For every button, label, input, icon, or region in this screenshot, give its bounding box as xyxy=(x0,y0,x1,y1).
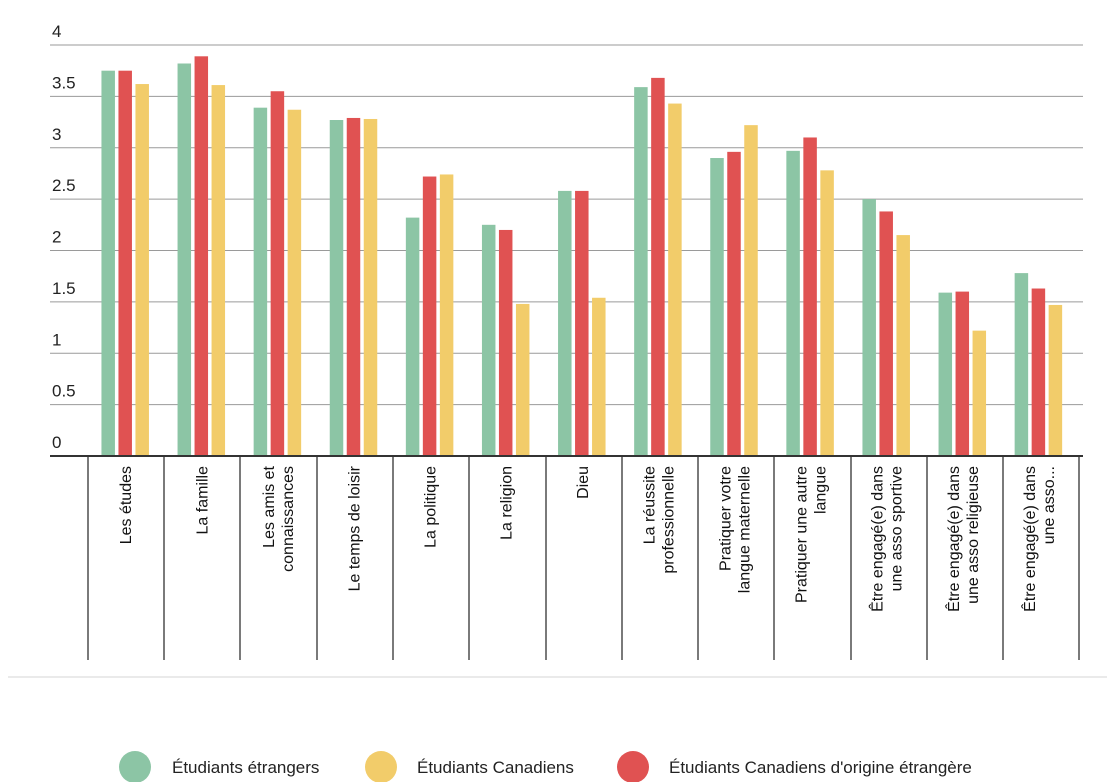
bar xyxy=(938,292,953,456)
bar xyxy=(820,170,834,457)
x-tick-label: La politique xyxy=(423,466,440,548)
bar xyxy=(710,158,724,456)
y-tick-label: 1 xyxy=(52,330,61,349)
x-tick-label: Le temps de loisir xyxy=(347,465,364,591)
x-tick-label: Être engagé(e) dans xyxy=(944,466,963,612)
y-tick-label: 3.5 xyxy=(52,73,76,92)
bar xyxy=(211,85,226,456)
bar xyxy=(879,211,893,456)
bar xyxy=(405,217,420,456)
y-tick-label: 1.5 xyxy=(52,279,76,298)
x-tick-label: une asso sportive xyxy=(889,466,906,592)
bar xyxy=(118,70,132,456)
bar xyxy=(744,125,758,457)
x-axis xyxy=(8,455,1107,678)
y-tick-label: 2.5 xyxy=(52,176,76,195)
bar xyxy=(786,150,800,456)
legend-swatch xyxy=(617,751,649,782)
x-tick-label: Être engagé(e) dans xyxy=(868,466,887,612)
bar xyxy=(1014,273,1029,456)
bar xyxy=(135,84,149,457)
bar xyxy=(558,190,572,456)
legend-swatch xyxy=(365,751,397,782)
bar xyxy=(439,174,454,456)
legend-entry: Étudiants Canadiens d'origine étrangère xyxy=(669,758,972,777)
bar xyxy=(1031,288,1046,456)
x-tick-label: Dieu xyxy=(575,466,592,499)
bar xyxy=(668,103,682,456)
bar xyxy=(972,330,987,456)
bar xyxy=(515,303,530,456)
x-tick-label: une asso religieuse xyxy=(965,466,982,604)
bar xyxy=(651,77,665,456)
y-tick-label: 4 xyxy=(52,22,61,41)
bars xyxy=(101,56,1063,457)
x-tick-label: une asso... xyxy=(1041,466,1058,544)
bar xyxy=(270,91,285,457)
bar xyxy=(1048,304,1063,456)
x-tick-label: connaissances xyxy=(280,466,297,572)
legend: Étudiants étrangers Étudiants Canadiens Ét… xyxy=(119,751,972,782)
bar xyxy=(346,117,361,456)
x-tick-label: langue maternelle xyxy=(737,466,754,593)
y-tick-label: 2 xyxy=(52,228,61,247)
y-tick-label: 0.5 xyxy=(52,382,76,401)
bar xyxy=(253,107,268,457)
x-tick-label: La religion xyxy=(499,466,516,540)
legend-entry: Étudiants étrangers xyxy=(172,758,319,777)
bar xyxy=(862,199,876,456)
legend-swatch xyxy=(119,751,151,782)
y-tick-label: 3 xyxy=(52,125,61,144)
bar xyxy=(592,297,606,456)
bar xyxy=(329,120,344,456)
y-axis-ticks: 0 0.5 1 1.5 2 2.5 3 3.5 4 xyxy=(52,22,76,452)
bar xyxy=(481,224,496,456)
bar xyxy=(896,235,910,456)
bar xyxy=(575,190,589,456)
bar xyxy=(177,63,192,457)
y-tick-label: 0 xyxy=(52,433,61,452)
x-tick-label: professionnelle xyxy=(660,466,677,574)
legend-entry: Étudiants Canadiens xyxy=(417,758,574,777)
x-tick-label: Pratiquer votre xyxy=(718,466,735,571)
bar xyxy=(287,109,302,457)
x-tick-label: Être engagé(e) dans xyxy=(1020,466,1039,612)
bar xyxy=(422,176,437,456)
x-axis-category-labels: Les études La famille Les amis et connaissa… xyxy=(118,465,1058,612)
bar xyxy=(803,137,817,456)
x-tick-label: Les études xyxy=(118,466,135,544)
x-tick-label: langue xyxy=(813,466,830,514)
x-tick-label: La famille xyxy=(194,466,211,535)
x-tick-label: Les amis et xyxy=(261,465,278,547)
bar xyxy=(727,151,741,457)
bar xyxy=(498,229,513,456)
x-tick-label: Pratiquer une autre xyxy=(794,466,811,603)
x-tick-label: La réussite xyxy=(641,466,658,544)
bar xyxy=(955,291,970,456)
bar xyxy=(194,56,209,457)
bar xyxy=(363,118,378,456)
bar xyxy=(634,87,648,456)
bar xyxy=(101,70,115,456)
